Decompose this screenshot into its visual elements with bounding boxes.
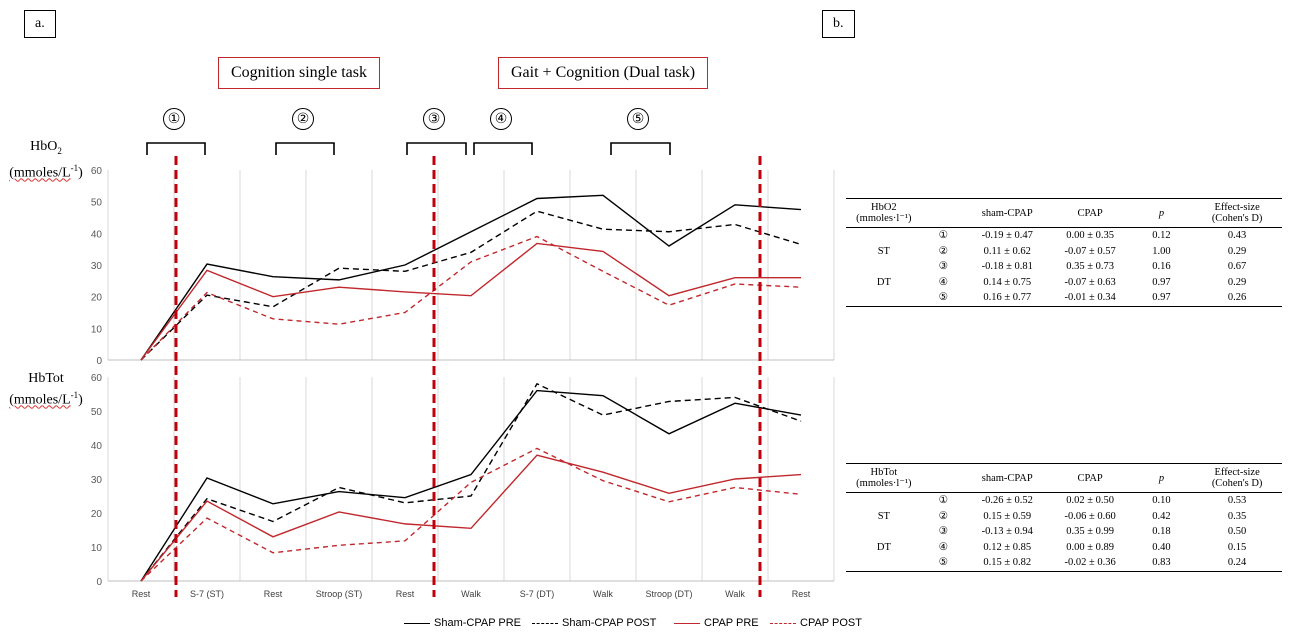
top-series-cpap-pre [140,242,801,361]
line-charts: 0 10 20 30 40 50 60 0 10 20 30 40 50 60 Rest S-7 (ST)… [91,142,835,599]
x-tick-label: Rest [396,589,415,599]
top-y-tick-label: 10 [91,324,103,335]
phase-dividers [174,156,762,597]
panel-b-label: b. [822,10,855,38]
x-tick-labels: Rest S-7 (ST) Rest Stroop (ST) Rest Walk S-7 (… [132,589,811,599]
top-y-tick-label: 50 [91,198,103,209]
table-row: ST ② 0.11 ± 0.62 -0.07 ± 0.57 1.00 0.29 [877,245,1247,257]
table-row: ③ -0.13 ± 0.94 0.35 ± 0.99 0.18 0.50 [938,526,1247,538]
bottom-series-cpap-pre [140,454,802,582]
table-row: ③ -0.18 ± 0.81 0.35 ± 0.73 0.16 0.67 [938,261,1247,273]
x-tick-label: Rest [792,589,811,599]
phase-marker-4: ④ [490,108,512,130]
top-y-tick-label: 60 [91,166,103,177]
bottom-y-axis-label: HbTot (mmoles/L-1) [9,371,83,408]
x-tick-label: Rest [132,589,151,599]
panel-a-label: a. [24,10,56,38]
top-series-cpap-post [140,235,802,361]
bottom-chart-series [140,382,802,582]
x-tick-label: Stroop (DT) [645,589,692,599]
single-task-box: Cognition single task [218,57,380,89]
phase-bracket-2 [275,142,335,155]
table-row: ⑤ 0.16 ± 0.77 -0.01 ± 0.34 0.97 0.26 [846,290,1282,307]
legend-item-cpap-pre: CPAP PRE [674,617,759,629]
phase-bracket-1 [146,142,206,155]
table-row: DT ④ 0.12 ± 0.85 0.00 ± 0.89 0.40 0.15 [876,541,1247,553]
phase-marker-1: ① [163,108,185,130]
legend-item-cpap-post: CPAP POST [770,617,862,629]
top-series-sham-cpap-post [140,210,802,361]
table-row: ⑤ 0.15 ± 0.82 -0.02 ± 0.36 0.83 0.24 [846,555,1282,572]
top-y-tick-label: 20 [91,293,103,304]
x-tick-label: Rest [264,589,283,599]
top-y-axis-label: HbO2 (mmoles/L-1) [9,139,83,181]
top-chart-series [140,194,802,361]
bottom-y-tick-label: 50 [91,407,103,418]
top-chart-grid: 0 10 20 30 40 50 60 [91,166,835,367]
bottom-y-tick-label: 10 [91,543,103,554]
x-tick-label: Stroop (ST) [316,589,363,599]
table-row: ① -0.26 ± 0.52 0.02 ± 0.50 0.10 0.53 [938,495,1247,507]
phase-bracket-3 [406,142,467,155]
table-row: ST ② 0.15 ± 0.59 -0.06 ± 0.60 0.42 0.35 [877,510,1247,522]
bottom-series-cpap-post [140,447,802,582]
bottom-y-tick-label: 0 [96,577,102,588]
x-tick-label: Walk [593,589,613,599]
x-tick-label: S-7 (DT) [520,589,555,599]
hbo2-stats-table: HbO2 (mmoles·l⁻¹) sham-CPAP CPAP p Effect… [846,198,1282,307]
dual-task-box: Gait + Cognition (Dual task) [498,57,709,89]
phase-bracket-5 [610,142,671,155]
bottom-y-tick-label: 60 [91,373,103,384]
top-series-sham-cpap-pre [140,194,802,361]
phase-marker-5: ⑤ [627,108,649,130]
bottom-series-sham-cpap-pre [140,389,802,582]
top-y-tick-label: 40 [91,229,103,240]
phase-brackets [146,142,671,155]
bottom-y-tick-label: 30 [91,475,103,486]
x-tick-label: Walk [461,589,481,599]
phase-marker-2: ② [292,108,314,130]
top-y-tick-label: 30 [91,261,103,272]
legend-item-sham-post: Sham-CPAP POST [532,617,656,629]
bottom-series-sham-cpap-post [140,382,802,582]
hbtot-stats-table: HbTot (mmoles·l⁻¹) sham-CPAP CPAP p Effec… [846,463,1282,572]
bottom-y-tick-label: 40 [91,441,103,452]
legend-item-sham-pre: Sham-CPAP PRE [404,617,521,629]
bottom-chart-grid: 0 10 20 30 40 50 60 [91,373,835,588]
phase-bracket-4 [473,142,533,155]
table-row: DT ④ 0.14 ± 0.75 -0.07 ± 0.63 0.97 0.29 [876,276,1247,288]
bottom-y-tick-label: 20 [91,509,103,520]
x-tick-label: Walk [725,589,745,599]
x-tick-label: S-7 (ST) [190,589,224,599]
phase-marker-3: ③ [423,108,445,130]
top-y-tick-label: 0 [96,356,102,367]
table-row: ① -0.19 ± 0.47 0.00 ± 0.35 0.12 0.43 [938,230,1247,242]
